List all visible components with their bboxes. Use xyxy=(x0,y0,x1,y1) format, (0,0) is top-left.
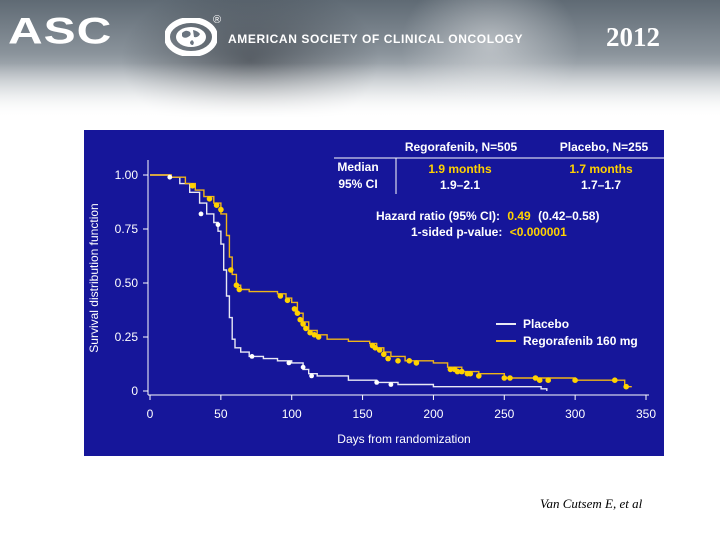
regorafenib-censor-marker xyxy=(213,202,220,208)
regorafenib-censor-marker xyxy=(395,358,401,364)
regorafenib-censor-marker xyxy=(228,267,234,273)
x-tick-label: 350 xyxy=(636,407,656,421)
regorafenib-censor-marker xyxy=(385,355,391,362)
regorafenib-censor-marker xyxy=(294,310,301,316)
kaplan-meier-chart: 0 50 100 150 200 250 300 350 0 0.25 0.50 0.75 1.00 S… xyxy=(87,140,664,446)
hazard-ratio-line: Hazard ratio (95% CI): 0.49 (0.42–0.58) xyxy=(376,209,599,223)
regorafenib-median: 1.9 months xyxy=(428,162,492,176)
placebo-censor-marker xyxy=(167,174,173,180)
regorafenib-censor-marker xyxy=(315,334,322,340)
regorafenib-censor-marker xyxy=(545,377,551,383)
x-tick-label: 0 xyxy=(147,407,154,421)
regorafenib-censor-marker xyxy=(218,206,224,213)
globe-logo-icon xyxy=(165,18,217,56)
chart-panel: 0 50 100 150 200 250 300 350 0 0.25 0.50 0.75 1.00 S… xyxy=(84,130,664,456)
regorafenib-censor-marker xyxy=(623,383,629,390)
asco-logo-text: ASC xyxy=(8,10,113,53)
x-tick-label: 250 xyxy=(494,407,514,421)
y-axis-label: Survival distribution function xyxy=(87,203,101,352)
ci-label: 95% CI xyxy=(338,177,377,191)
summary-table: Regorafenib, N=505 Placebo, N=255 Median… xyxy=(334,140,664,239)
placebo-header: Placebo, N=255 xyxy=(560,140,649,154)
regorafenib-censor-marker xyxy=(291,306,298,312)
regorafenib-censor-marker xyxy=(372,345,379,351)
placebo-censor-marker xyxy=(388,382,394,387)
hazard-ratio-label: Hazard ratio (95% CI): xyxy=(376,209,500,223)
banner-fade xyxy=(0,63,720,118)
regorafenib-censor-marker xyxy=(381,351,387,358)
placebo-censor-marker xyxy=(198,211,204,217)
regorafenib-censor-marker xyxy=(277,293,284,299)
legend-regorafenib-label: Regorafenib 160 mg xyxy=(523,334,638,348)
regorafenib-censor-marker xyxy=(189,183,196,189)
median-label: Median xyxy=(337,160,378,174)
regorafenib-censor-marker xyxy=(413,360,420,366)
regorafenib-censor-marker xyxy=(311,332,318,338)
regorafenib-censor-marker xyxy=(236,286,243,293)
x-tick-label: 300 xyxy=(565,407,585,421)
regorafenib-censor-marker xyxy=(297,316,303,323)
placebo-censor-marker xyxy=(215,222,221,228)
regorafenib-censor-marker xyxy=(454,368,461,375)
y-tick-label: 0.25 xyxy=(115,330,139,344)
regorafenib-censor-marker xyxy=(532,375,539,381)
regorafenib-censor-marker xyxy=(459,368,465,375)
y-tick-label: 0 xyxy=(131,384,138,398)
registered-mark: ® xyxy=(213,14,222,26)
p-value-label: 1-sided p-value: xyxy=(411,225,502,239)
regorafenib-censor-marker xyxy=(206,196,213,202)
regorafenib-ci: 1.9–2.1 xyxy=(440,178,480,192)
p-value: <0.000001 xyxy=(510,225,567,239)
x-tick-label: 200 xyxy=(423,407,443,421)
regorafenib-censor-marker xyxy=(507,375,513,381)
regorafenib-censor-marker xyxy=(501,375,508,381)
placebo-censor-marker xyxy=(249,354,255,359)
regorafenib-censor-marker xyxy=(233,282,240,288)
hazard-ratio-ci: (0.42–0.58) xyxy=(538,209,599,223)
regorafenib-censor-marker xyxy=(303,325,309,332)
x-tick-label: 100 xyxy=(282,407,302,421)
placebo-censor-marker xyxy=(309,373,314,379)
regorafenib-censor-marker xyxy=(536,377,543,383)
regorafenib-censor-marker xyxy=(447,366,454,373)
p-value-line: 1-sided p-value: <0.000001 xyxy=(411,225,567,239)
citation: Van Cutsem E, et al xyxy=(540,496,643,511)
legend-placebo-label: Placebo xyxy=(523,317,569,331)
regorafenib-censor-marker xyxy=(467,370,474,377)
placebo-censor-marker xyxy=(374,380,380,385)
placebo-survival-curve xyxy=(150,174,548,391)
placebo-median: 1.7 months xyxy=(569,162,633,176)
regorafenib-censor-marker xyxy=(406,358,413,364)
organization-name: AMERICAN SOCIETY OF CLINICAL ONCOLOGY xyxy=(228,32,524,46)
y-tick-label: 1.00 xyxy=(115,168,139,182)
regorafenib-censor-marker xyxy=(307,329,313,336)
x-tick-label: 50 xyxy=(214,407,228,421)
placebo-censor-marker xyxy=(300,364,306,370)
year-label: 2012 xyxy=(606,22,660,52)
header-banner xyxy=(0,0,720,118)
regorafenib-censor-marker xyxy=(376,347,383,353)
regorafenib-header: Regorafenib, N=505 xyxy=(405,140,518,154)
x-tick-label: 150 xyxy=(353,407,373,421)
placebo-ci: 1.7–1.7 xyxy=(581,178,621,192)
legend: Placebo Regorafenib 160 mg xyxy=(496,317,638,348)
regorafenib-censor-marker xyxy=(476,373,482,379)
regorafenib-censor-marker xyxy=(284,297,291,304)
hazard-ratio-value: 0.49 xyxy=(507,209,531,223)
y-tick-label: 0.75 xyxy=(115,222,139,236)
y-tick-label: 0.50 xyxy=(115,276,139,290)
placebo-censor-marker xyxy=(286,360,292,366)
regorafenib-censor-marker xyxy=(572,377,578,383)
regorafenib-censor-marker xyxy=(612,377,618,383)
regorafenib-survival-curve xyxy=(150,174,632,388)
x-axis-label: Days from randomization xyxy=(337,432,470,446)
regorafenib-censor-marker xyxy=(300,321,306,327)
